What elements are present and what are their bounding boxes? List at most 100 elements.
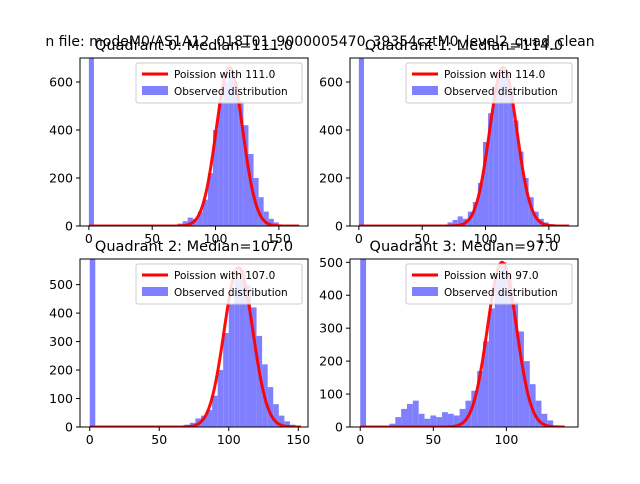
chart-panel-3: 0 50 100 0 100 200 300 400 500 Quadrant 3: Median… (319, 239, 579, 447)
hist-bar (273, 404, 279, 427)
legend-box (405, 263, 573, 305)
hist-bar (418, 413, 425, 427)
legend-hist-swatch (412, 86, 438, 95)
panel-title: Quadrant 0: Median=111.0 (95, 38, 293, 54)
hist-bar (238, 101, 244, 226)
hist-bar (523, 178, 529, 226)
y-tick-label: 200 (49, 363, 73, 378)
legend-fit-label: Poission with 114.0 (444, 69, 545, 81)
axes-frame (349, 258, 579, 428)
hist-bar (512, 301, 519, 427)
legend-hist-label: Observed distribution (174, 287, 288, 299)
hist-bar (217, 370, 224, 427)
chart-panel-2: 0 50 100 150 0 100 200 300 400 500 Quadrant 2: Med… (49, 239, 310, 447)
legend: Poission with 111.0 Observed distribution (135, 62, 303, 104)
hist-bar (471, 390, 478, 427)
x-tick-label: 150 (537, 231, 561, 246)
x-tick-label: 0 (86, 432, 94, 447)
legend: Poission with 97.0 Observed distribution (405, 263, 573, 305)
hist-bar (89, 259, 96, 427)
y-tick-label: 200 (319, 171, 343, 186)
y-tick-label: 100 (49, 391, 73, 406)
x-tick-label: 0 (355, 231, 363, 246)
hist-bar (228, 72, 234, 226)
legend-box (405, 62, 573, 104)
y-tick-label: 400 (319, 288, 343, 303)
hist-bar (503, 70, 509, 226)
legend-fit-label: Poission with 97.0 (444, 270, 539, 282)
legend-hist-label: Observed distribution (174, 86, 288, 98)
hist-bar (389, 423, 396, 427)
hist-bar (500, 262, 507, 427)
hist-bar (223, 82, 229, 226)
hist-bar (187, 217, 193, 226)
panel-title: Quadrant 2: Median=107.0 (95, 239, 293, 255)
hist-bar (212, 395, 218, 427)
hist-bar (472, 202, 478, 226)
chart-panel-1: 0 50 100 150 0 200 400 600 Quadrant 1: Median=11… (319, 38, 579, 246)
x-tick-label: 100 (494, 432, 518, 447)
y-tick-label: 500 (319, 255, 343, 270)
x-tick-label: 50 (425, 432, 441, 447)
y-tick-label: 300 (49, 334, 73, 349)
hist-bar (251, 307, 257, 427)
hist-bar (493, 86, 499, 226)
y-tick-label: 500 (49, 277, 73, 292)
hist-bar (206, 409, 213, 427)
x-tick-label: 100 (217, 432, 241, 447)
axes-frame (79, 258, 309, 428)
x-tick-label: 150 (267, 231, 291, 246)
legend-hist-swatch (142, 86, 168, 95)
y-tick-label: 300 (319, 321, 343, 336)
y-tick-label: 100 (319, 387, 343, 402)
hist-bar (498, 72, 504, 226)
hist-bar (483, 341, 489, 427)
x-tick-label: 0 (356, 432, 364, 447)
x-tick-label: 150 (286, 432, 310, 447)
hist-bar (243, 125, 249, 226)
legend: Poission with 107.0 Observed distribution (135, 263, 303, 305)
plot-area (360, 259, 565, 427)
x-tick-label: 100 (204, 231, 228, 246)
hist-bar (256, 335, 263, 427)
hist-bar (412, 400, 419, 427)
hist-bar (192, 218, 198, 226)
fit-curve (88, 66, 300, 226)
legend-fit-label: Poission with 107.0 (174, 270, 275, 282)
hist-bar (447, 222, 453, 226)
hist-bar (547, 420, 554, 427)
plot-area (88, 58, 300, 226)
hist-bar (218, 101, 224, 226)
hist-bar (263, 211, 269, 226)
hist-bar (494, 278, 501, 427)
legend: Poission with 114.0 Observed distribution (405, 62, 573, 104)
plot-area (358, 58, 570, 226)
hist-bar (223, 333, 229, 427)
legend-hist-swatch (142, 287, 168, 296)
hist-bar (213, 130, 219, 226)
y-tick-label: 600 (49, 75, 73, 90)
hist-bar (442, 412, 448, 427)
legend-fit-label: Poission with 111.0 (174, 69, 275, 81)
y-tick-label: 200 (319, 354, 343, 369)
hist-bar (239, 270, 246, 427)
hist-bar (268, 218, 274, 226)
y-tick-label: 400 (49, 306, 73, 321)
y-tick-label: 400 (49, 123, 73, 138)
hist-bar (424, 418, 431, 427)
legend-hist-swatch (412, 287, 438, 296)
hist-bar (197, 211, 203, 226)
hist-bar (459, 408, 466, 427)
legend-box (135, 62, 303, 104)
hist-bar (506, 275, 513, 427)
y-tick-label: 200 (49, 171, 73, 186)
hist-bar (541, 413, 548, 427)
hist-bar (182, 221, 188, 226)
y-tick-label: 0 (335, 420, 343, 435)
hist-bar (360, 259, 367, 427)
x-tick-label: 0 (85, 231, 93, 246)
hist-bar (518, 151, 524, 226)
hist-bar (88, 58, 94, 226)
hist-bar (228, 304, 235, 427)
hist-bar (508, 91, 514, 226)
